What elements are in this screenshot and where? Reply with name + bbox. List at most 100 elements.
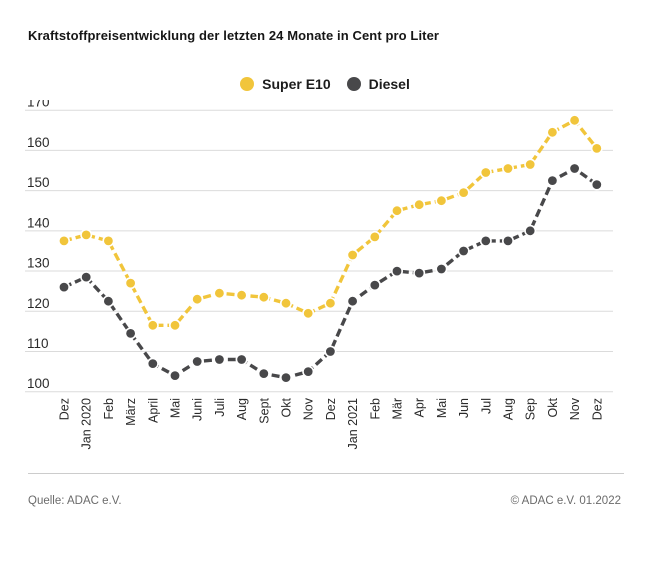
- x-tick-label: Dez: [590, 398, 604, 420]
- data-point: [346, 249, 359, 262]
- data-point: [57, 234, 70, 247]
- data-point: [501, 234, 514, 247]
- data-point: [213, 353, 226, 366]
- y-tick-label-110: 110: [27, 336, 49, 351]
- legend-item-diesel: Diesel: [346, 76, 410, 92]
- y-tick-label-160: 160: [27, 135, 50, 150]
- data-point: [235, 353, 248, 366]
- data-point: [413, 267, 426, 280]
- data-point: [235, 289, 248, 302]
- data-point: [524, 158, 537, 171]
- y-tick-label-120: 120: [27, 296, 50, 311]
- data-point: [413, 198, 426, 211]
- data-point: [191, 355, 204, 368]
- data-point: [146, 319, 159, 332]
- x-tick-label: Feb: [102, 398, 116, 420]
- data-point: [191, 293, 204, 306]
- y-tick-label-170: 170: [27, 100, 50, 110]
- data-point: [568, 114, 581, 127]
- data-point: [124, 277, 137, 290]
- legend-label: Diesel: [368, 76, 410, 92]
- data-point: [479, 166, 492, 179]
- data-point: [457, 245, 470, 258]
- x-tick-label: Okt: [280, 397, 294, 417]
- data-point: [435, 263, 448, 276]
- data-point: [80, 228, 93, 241]
- x-tick-label: Nov: [302, 397, 316, 420]
- y-tick-label-150: 150: [27, 175, 50, 190]
- copyright-text: © ADAC e.V. 01.2022: [510, 495, 621, 507]
- data-point: [169, 369, 182, 382]
- x-tick-label: Aug: [502, 398, 516, 420]
- x-tick-label: Feb: [368, 398, 382, 420]
- data-point: [368, 279, 381, 292]
- footer-divider: [28, 473, 624, 474]
- x-tick-labels: Dez Jan 2020 Feb März April Mai Juni Juli Aug Sep…: [58, 397, 605, 449]
- x-tick-label: Jan 2021: [346, 398, 360, 449]
- data-point: [546, 174, 559, 187]
- fuel-price-line-chart: 100 110 120 130 140 150 160 170 Dez Jan 2020 Feb Mä…: [25, 100, 613, 449]
- data-point: [524, 224, 537, 237]
- data-point: [590, 142, 603, 155]
- x-tick-label: Juni: [191, 398, 205, 421]
- chart-legend: Super E10 Diesel: [0, 76, 650, 92]
- x-tick-label: Aug: [235, 398, 249, 420]
- data-point: [302, 365, 315, 378]
- data-point: [102, 234, 115, 247]
- data-point: [302, 307, 315, 320]
- y-tick-labels: 100 110 120 130 140 150 160 170: [27, 100, 50, 391]
- x-tick-label: Okt: [546, 397, 560, 417]
- series-dots-diesel: [57, 162, 603, 384]
- x-tick-label: Dez: [58, 398, 72, 420]
- data-point: [80, 271, 93, 284]
- data-point: [546, 126, 559, 139]
- data-point: [390, 204, 403, 217]
- x-tick-label: Mai: [435, 398, 449, 418]
- x-tick-label: Mai: [169, 398, 183, 418]
- x-tick-label: Dez: [324, 398, 338, 420]
- y-gridlines: [25, 109, 613, 393]
- x-tick-label: Sep: [524, 398, 538, 420]
- data-point: [390, 265, 403, 278]
- data-point: [257, 367, 270, 380]
- data-point: [568, 162, 581, 175]
- data-point: [457, 186, 470, 199]
- x-tick-label: Apr: [413, 398, 427, 417]
- data-point: [479, 234, 492, 247]
- data-point: [279, 297, 292, 310]
- source-text: Quelle: ADAC e.V.: [28, 495, 122, 507]
- x-tick-label: Mär: [391, 398, 405, 420]
- y-tick-label-100: 100: [27, 376, 50, 391]
- x-tick-label: Jul: [479, 398, 493, 414]
- data-point: [102, 295, 115, 308]
- x-tick-label: Sept: [257, 397, 271, 423]
- y-tick-label-140: 140: [27, 215, 50, 230]
- data-point: [279, 371, 292, 384]
- data-point: [324, 345, 337, 358]
- x-tick-label: Jan 2020: [80, 398, 94, 449]
- data-point: [346, 295, 359, 308]
- data-point: [124, 327, 137, 340]
- x-tick-label: Jun: [457, 398, 471, 418]
- data-point: [57, 281, 70, 294]
- data-point: [368, 230, 381, 243]
- legend-dot-icon: [346, 77, 361, 91]
- x-tick-label: Nov: [568, 397, 582, 420]
- x-tick-label: Juli: [213, 398, 227, 417]
- series-line-super-e10: [63, 118, 599, 328]
- legend-dot-icon: [240, 77, 255, 91]
- data-point: [257, 291, 270, 304]
- page-title: Kraftstoffpreisentwicklung der letzten 2…: [28, 28, 440, 43]
- data-point: [324, 297, 337, 310]
- x-tick-label: März: [124, 398, 138, 426]
- x-tick-label: April: [146, 398, 160, 423]
- data-point: [213, 287, 226, 300]
- data-point: [590, 178, 603, 191]
- legend-item-super-e10: Super E10: [240, 76, 331, 92]
- data-point: [169, 319, 182, 332]
- data-point: [435, 194, 448, 207]
- series-dots-super-e10: [57, 114, 603, 332]
- legend-label: Super E10: [262, 76, 331, 92]
- y-tick-label-130: 130: [27, 256, 50, 271]
- data-point: [146, 357, 159, 370]
